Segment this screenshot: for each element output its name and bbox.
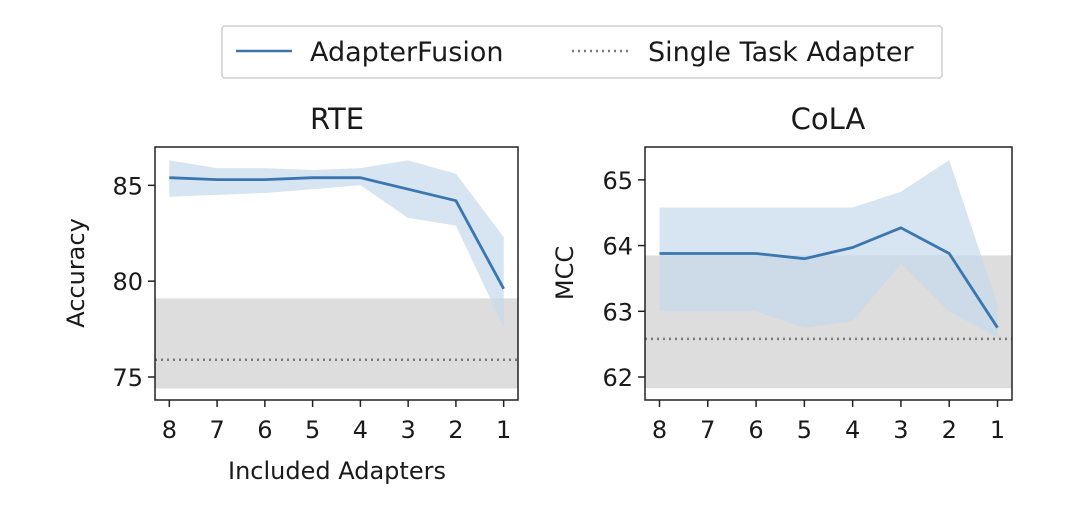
- legend-label-single-task-adapter: Single Task Adapter: [648, 37, 914, 68]
- cola-x-tick-label: 5: [797, 416, 812, 444]
- rte-x-tick-label: 1: [496, 416, 511, 444]
- cola-x-tick-label: 3: [893, 416, 908, 444]
- cola-x-tick-label: 4: [845, 416, 860, 444]
- legend-frame: [221, 25, 943, 79]
- rte-x-axis-label: Included Adapters: [228, 457, 446, 485]
- cola-x-tick-label: 6: [748, 416, 763, 444]
- rte-y-axis-label: Accuracy: [62, 218, 90, 328]
- rte-x-tick-label: 8: [162, 416, 177, 444]
- cola-y-tick-label: 63: [602, 298, 633, 326]
- rte-adapterfusion-line: [169, 176, 505, 290]
- cola-x-tick-label: 8: [652, 416, 667, 444]
- rte-axes-frame: [154, 146, 519, 401]
- cola-x-tick-label: 2: [942, 416, 957, 444]
- cola-y-tick-label: 65: [602, 167, 633, 195]
- cola-title: CoLA: [791, 102, 866, 136]
- cola-axes-frame: [644, 146, 1013, 401]
- rte-x-tick-label: 4: [353, 416, 368, 444]
- rte-plot: [155, 160, 518, 389]
- chart-rte: RTE 8 7 6 5 4 3 2 1 75 80 85 Included Adapters Acc…: [62, 102, 519, 485]
- cola-adapterfusion-line: [659, 226, 999, 329]
- cola-y-tick-label: 62: [602, 364, 633, 392]
- rte-axes-labels: 8 7 6 5 4 3 2 1 75 80 85: [112, 172, 511, 444]
- rte-title: RTE: [310, 102, 364, 136]
- rte-x-tick-label: 7: [209, 416, 224, 444]
- rte-x-tick-label: 2: [448, 416, 463, 444]
- cola-y-tick-label: 64: [602, 233, 633, 261]
- rte-y-tick-label: 85: [112, 172, 143, 200]
- rte-y-tick-label: 80: [112, 268, 143, 296]
- legend: AdapterFusion Single Task Adapter: [221, 25, 943, 79]
- rte-single-task-band: [155, 298, 518, 389]
- rte-adapterfusion-band: [169, 160, 504, 328]
- cola-x-tick-label: 7: [700, 416, 715, 444]
- legend-label-adapterfusion: AdapterFusion: [310, 37, 503, 68]
- cola-adapterfusion-band: [659, 160, 998, 338]
- cola-x-tick-label: 1: [990, 416, 1005, 444]
- rte-x-tick-label: 5: [305, 416, 320, 444]
- rte-x-tick-label: 3: [401, 416, 416, 444]
- cola-plot: [645, 160, 1012, 389]
- rte-y-tick-label: 75: [112, 364, 143, 392]
- rte-x-tick-label: 6: [257, 416, 272, 444]
- cola-y-axis-label: MCC: [551, 246, 579, 300]
